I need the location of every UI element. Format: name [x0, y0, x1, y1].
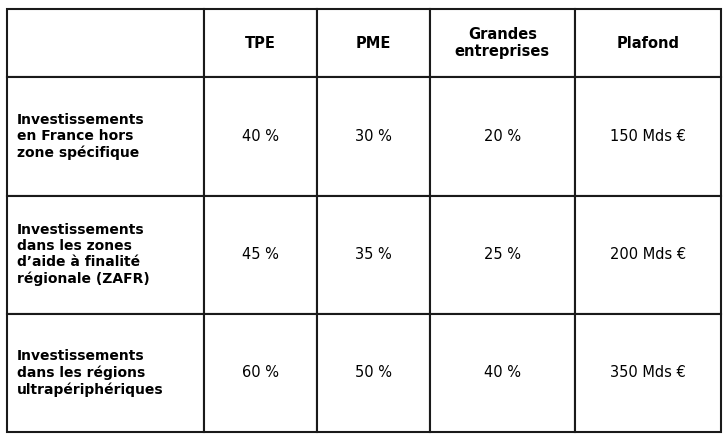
Text: 30 %: 30 %: [355, 129, 392, 144]
Bar: [317, 9, 430, 77]
Bar: [575, 196, 721, 314]
Text: 60 %: 60 %: [242, 365, 279, 381]
Bar: [430, 196, 575, 314]
Text: 150 Mds €: 150 Mds €: [610, 129, 686, 144]
Text: 200 Mds €: 200 Mds €: [610, 247, 686, 262]
Text: PME: PME: [355, 36, 391, 51]
Bar: [204, 314, 317, 432]
Bar: [7, 314, 204, 432]
Text: 40 %: 40 %: [242, 129, 279, 144]
Bar: [317, 78, 430, 196]
Text: 25 %: 25 %: [484, 247, 521, 262]
Bar: [430, 9, 575, 77]
Text: Investissements
en France hors
zone spécifique: Investissements en France hors zone spéc…: [17, 113, 144, 160]
Text: TPE: TPE: [245, 36, 276, 51]
Bar: [204, 9, 317, 77]
Bar: [7, 78, 204, 196]
Bar: [575, 314, 721, 432]
Text: Investissements
dans les zones
d’aide à finalité
régionale (ZAFR): Investissements dans les zones d’aide à …: [17, 223, 149, 286]
Text: 350 Mds €: 350 Mds €: [610, 365, 686, 381]
Text: Investissements
dans les régions
ultrаpériphériques: Investissements dans les régions ultrаpé…: [17, 349, 163, 396]
Text: 20 %: 20 %: [484, 129, 521, 144]
Bar: [575, 78, 721, 196]
Bar: [430, 314, 575, 432]
Bar: [204, 78, 317, 196]
Text: Plafond: Plafond: [617, 36, 679, 51]
Text: 50 %: 50 %: [355, 365, 392, 381]
Text: 40 %: 40 %: [484, 365, 521, 381]
Bar: [204, 196, 317, 314]
Text: Grandes
entreprises: Grandes entreprises: [455, 27, 550, 60]
Bar: [317, 196, 430, 314]
Bar: [317, 314, 430, 432]
Bar: [430, 78, 575, 196]
Text: 35 %: 35 %: [355, 247, 392, 262]
Text: 45 %: 45 %: [242, 247, 279, 262]
Bar: [575, 9, 721, 77]
Bar: [7, 9, 204, 77]
Bar: [7, 196, 204, 314]
